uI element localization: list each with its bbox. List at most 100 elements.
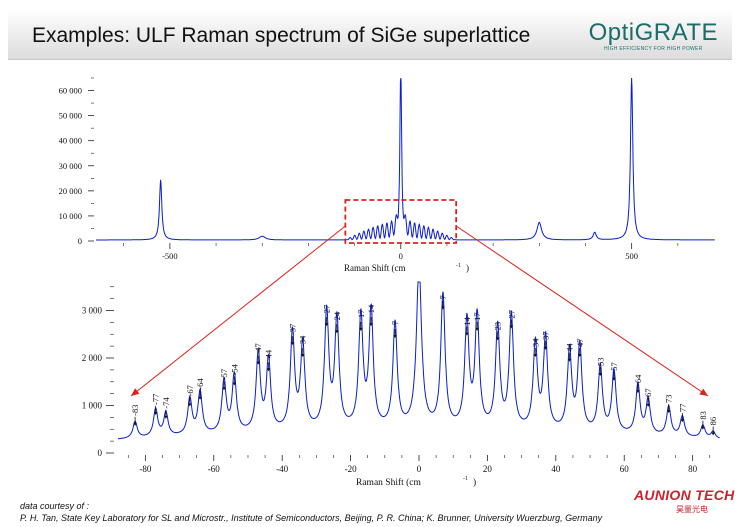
peak-marker-arrow [133, 422, 137, 426]
peak-marker-arrow [465, 332, 469, 336]
slide-header: Examples: ULF Raman spectrum of SiGe sup… [8, 9, 732, 60]
logo-tagline: HIGH EFFICIENCY FOR HIGH POWER [603, 46, 703, 52]
peak-marker-arrow [335, 330, 339, 334]
zoom-arrow-left-head [131, 388, 140, 396]
x-axis-label: Raman Shift (cm [344, 263, 406, 273]
x-axis-label-paren: ) [466, 263, 469, 273]
peak-label: 47 [575, 339, 585, 348]
peak-label: 83 [698, 411, 708, 420]
peak-marker-arrow [198, 396, 202, 400]
peak-marker-arrow [393, 335, 397, 338]
y-tick-label: 1 000 [82, 401, 103, 411]
peak-label: -17 [356, 310, 366, 321]
x-tick-label: 0 [399, 251, 403, 261]
peak-label: 57 [609, 362, 619, 371]
y-tick-label: 0 [78, 236, 82, 246]
x-tick-label: -40 [276, 464, 288, 474]
peak-label: -57 [219, 369, 229, 380]
zoom-region-box [344, 199, 458, 244]
peak-marker-arrow [369, 323, 373, 327]
x-axis-label: Raman Shift (cm [356, 477, 422, 488]
zoomed-spectrum-chart: 0 1 000 2 000 3 000 -80 -60 -40 -20 0 20 40 60 80 Ram… [82, 281, 720, 488]
peak-label: -44 [264, 349, 274, 361]
zoomed-spectrum-line [117, 281, 720, 440]
peak-label: -67 [185, 385, 195, 396]
slide-title: Examples: ULF Raman spectrum of SiGe sup… [32, 24, 531, 47]
peak-marker-arrow [598, 373, 603, 376]
peak-marker-arrow [153, 411, 158, 415]
credit-authors: P. H. Tan, State Key Laboratory for SL a… [20, 513, 603, 523]
y-tick-label: 60 000 [59, 86, 82, 96]
peak-label: 37 [541, 331, 551, 340]
peak-marker-arrow [232, 382, 237, 386]
zoom-arrow-right-head [699, 388, 708, 396]
x-tick-label: -500 [162, 251, 178, 261]
y-tick-label: 40 000 [59, 136, 82, 146]
aunion-logo-subtitle: 昊量光电 [676, 505, 708, 514]
peak-marker-arrow [567, 358, 572, 362]
peak-label: 14 [462, 316, 472, 325]
peak-label: -7 [390, 321, 400, 328]
x-tick-label: 60 [620, 464, 630, 474]
peak-marker-arrow [188, 403, 192, 407]
peak-label: -37 [287, 324, 297, 335]
peak-marker-arrow [222, 387, 226, 391]
peak-marker-arrow [256, 361, 261, 365]
y-tick-label: 30 000 [59, 161, 82, 171]
peak-marker-arrow [533, 354, 538, 357]
peak-marker-arrow [577, 354, 582, 357]
peak-marker-arrow [475, 327, 479, 331]
y-tick-label: 50 000 [59, 111, 82, 121]
peak-marker-arrow [324, 323, 329, 327]
peak-marker-arrow [612, 377, 616, 381]
peak-label: -83 [130, 405, 140, 416]
peak-label: -64 [195, 378, 205, 390]
peak-label: 27 [506, 310, 516, 319]
peak-label: 34 [530, 338, 540, 347]
peak-label: -47 [253, 343, 263, 354]
logo-wordmark-part1: Opti [588, 19, 635, 46]
peak-label: -77 [151, 394, 161, 405]
peak-marker-arrow [509, 325, 514, 329]
x-tick-label: 0 [417, 464, 422, 474]
peak-label: 44 [565, 343, 575, 352]
peak-label: -74 [161, 397, 171, 409]
y-tick-label: 20 000 [59, 186, 82, 196]
x-axis-label-superscript: -1 [456, 263, 461, 269]
peak-marker-arrow [646, 403, 650, 407]
y-tick-label: 2 000 [82, 353, 103, 363]
zoom-arrow-left [130, 225, 346, 397]
zoom-overlay [130, 199, 709, 397]
peak-label: 67 [643, 388, 653, 397]
peak-marker-arrow [701, 426, 705, 430]
x-tick-label: -60 [208, 464, 220, 474]
logo-wordmark-part2: Grate [634, 19, 718, 46]
peak-label: 7 [438, 295, 448, 299]
x-tick-label: 80 [688, 464, 698, 474]
peak-marker-arrow [636, 390, 640, 394]
zoom-arrow-right [455, 225, 709, 397]
peak-label: 77 [677, 404, 687, 413]
peak-label: 53 [595, 358, 605, 367]
overview-spectrum-line [96, 77, 715, 241]
logo-wordmark: OptiGrate [589, 21, 718, 45]
peak-label: 73 [664, 395, 674, 404]
peak-label: -14 [366, 304, 376, 316]
peak-marker-arrow [666, 410, 671, 414]
x-tick-label: 20 [483, 464, 493, 474]
overview-spectrum-chart: 0 10 000 20 000 30 000 40 000 50 000 60 000 -50… [59, 77, 715, 273]
peak-label: 86 [708, 417, 718, 426]
x-tick-label: 40 [551, 464, 561, 474]
peak-marker-arrow [359, 327, 363, 331]
x-tick-label: 500 [625, 251, 638, 261]
peak-marker-arrow [441, 306, 445, 310]
peak-marker-arrow [164, 415, 168, 419]
peak-marker-arrow [300, 354, 305, 357]
y-tick-label: 10 000 [59, 211, 82, 221]
peak-label: 17 [472, 312, 482, 321]
x-axis-label-superscript: -1 [463, 476, 468, 482]
peak-label: -54 [229, 363, 239, 375]
x-tick-label: -80 [139, 464, 151, 474]
y-tick-label: 0 [98, 448, 103, 458]
